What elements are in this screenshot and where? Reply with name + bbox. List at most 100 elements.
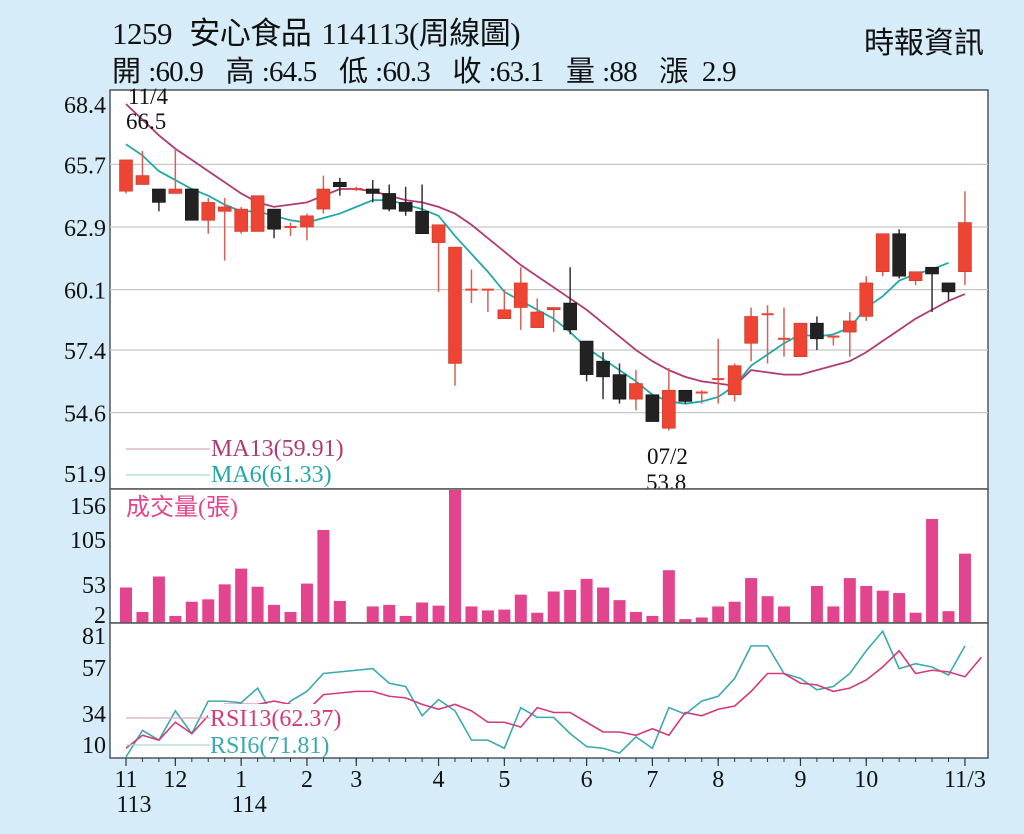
rsi-tick-label: 57 xyxy=(82,656,106,682)
candlestick xyxy=(201,197,216,234)
volume-title: 成交量(張) xyxy=(126,494,238,521)
volume-bar xyxy=(810,585,823,623)
volume-bar xyxy=(531,612,544,623)
volume-bar xyxy=(514,594,527,623)
volume-bar xyxy=(876,590,889,623)
volume-tick-label: 53 xyxy=(82,573,106,599)
x-tick-label: 11/3 xyxy=(944,767,986,793)
stat-change: 漲 2.9 xyxy=(659,56,736,88)
source-label: 時報資訊 xyxy=(864,27,984,60)
rsi-tick-label: 81 xyxy=(82,624,106,650)
candlestick xyxy=(481,288,494,312)
candlestick xyxy=(365,180,380,203)
candlestick xyxy=(415,184,429,235)
candlestick xyxy=(579,340,594,382)
candlestick xyxy=(941,282,956,301)
candlestick xyxy=(135,150,150,185)
volume-bar xyxy=(136,611,149,623)
volume-bar xyxy=(646,615,659,623)
candlestick xyxy=(596,352,610,400)
rsi13-legend: RSI13(62.37) xyxy=(210,706,341,732)
volume-bar xyxy=(416,602,429,623)
volume-bar xyxy=(333,600,346,623)
candlestick xyxy=(546,307,561,333)
volume-bar xyxy=(235,568,248,623)
candlestick xyxy=(316,175,331,214)
volume-bar xyxy=(399,615,412,623)
volume-panel: 156 105 53 2 成交量(張) xyxy=(70,488,989,629)
candlestick xyxy=(793,322,808,358)
stat-close: 收:63.1 xyxy=(452,56,544,88)
volume-bar xyxy=(300,583,313,623)
candlestick xyxy=(217,197,232,261)
volume-bar xyxy=(860,585,873,623)
candlestick xyxy=(662,367,676,431)
volume-bar xyxy=(712,606,725,623)
volume-bar xyxy=(383,604,396,623)
x-tick-label: 3 xyxy=(350,767,362,793)
x-tick-label: 7 xyxy=(646,767,658,793)
volume-bar xyxy=(251,586,264,623)
chart-title: 1259 安心食品 114113(周線圖) xyxy=(112,8,530,53)
candlestick xyxy=(250,195,265,232)
candlestick xyxy=(958,191,972,286)
x-tick-label: 10 xyxy=(854,767,878,793)
volume-bar xyxy=(268,604,281,623)
volume-bar xyxy=(202,599,215,623)
candlestick xyxy=(645,394,660,422)
volume-tick-label: 105 xyxy=(70,528,106,554)
volume-tick-label: 156 xyxy=(70,494,106,520)
x-tick-label: 5 xyxy=(498,767,510,793)
price-tick-label: 54.6 xyxy=(64,402,106,428)
candlestick xyxy=(284,222,297,236)
volume-bar xyxy=(629,611,642,623)
volume-bar xyxy=(185,601,198,623)
x-tick-label: 12 xyxy=(163,767,187,793)
volume-bar xyxy=(317,529,330,623)
candlestick xyxy=(810,316,824,350)
x-tick-label: 4 xyxy=(433,767,445,793)
volume-bar xyxy=(893,593,906,623)
price-tick-label: 62.9 xyxy=(64,216,106,242)
volume-bar xyxy=(169,615,182,623)
stat-volume: 量:88 xyxy=(565,56,638,88)
stock-name: 安心食品 xyxy=(189,16,312,51)
candlestick xyxy=(448,246,462,386)
x-year-label: 113 xyxy=(116,792,151,818)
candlestick xyxy=(827,335,840,346)
candlestick xyxy=(185,188,199,221)
volume-bar xyxy=(481,610,494,623)
price-tick-label: 60.1 xyxy=(64,279,106,305)
stat-low: 低:60.3 xyxy=(338,56,431,88)
volume-bar xyxy=(120,587,132,623)
candlestick xyxy=(465,269,478,304)
price-tick-label: 57.4 xyxy=(64,339,106,365)
volume-bar xyxy=(778,606,790,623)
candlestick xyxy=(267,208,281,239)
candlestick xyxy=(234,206,248,234)
volume-bar xyxy=(580,578,593,623)
volume-bar xyxy=(958,553,971,623)
candlestick xyxy=(497,289,512,319)
candlestick xyxy=(842,311,857,357)
candlestick xyxy=(712,338,725,404)
volume-bar xyxy=(745,578,758,623)
x-tick-label: 9 xyxy=(794,767,806,793)
candlestick xyxy=(513,267,528,330)
candlestick xyxy=(168,148,183,194)
ohlc-summary: 開:60.9 高:64.5 低:60.3 收:63.1 量:88 漲 2.9 xyxy=(112,48,752,90)
volume-bar xyxy=(366,606,379,623)
volume-bar xyxy=(218,584,231,623)
volume-bar xyxy=(432,605,445,623)
candlestick xyxy=(908,271,923,286)
rsi-tick-label: 10 xyxy=(82,733,106,759)
candlestick xyxy=(350,186,363,192)
x-tick-label: 8 xyxy=(712,767,724,793)
volume-bar xyxy=(564,589,577,623)
high-value-annotation: 66.5 xyxy=(126,109,166,134)
low-date-annotation: 07/2 xyxy=(647,444,688,469)
candlestick xyxy=(678,389,693,404)
price-panel: 68.4 65.7 62.9 60.1 57.4 54.6 51.9 11/466.5 07/2… xyxy=(64,84,989,495)
